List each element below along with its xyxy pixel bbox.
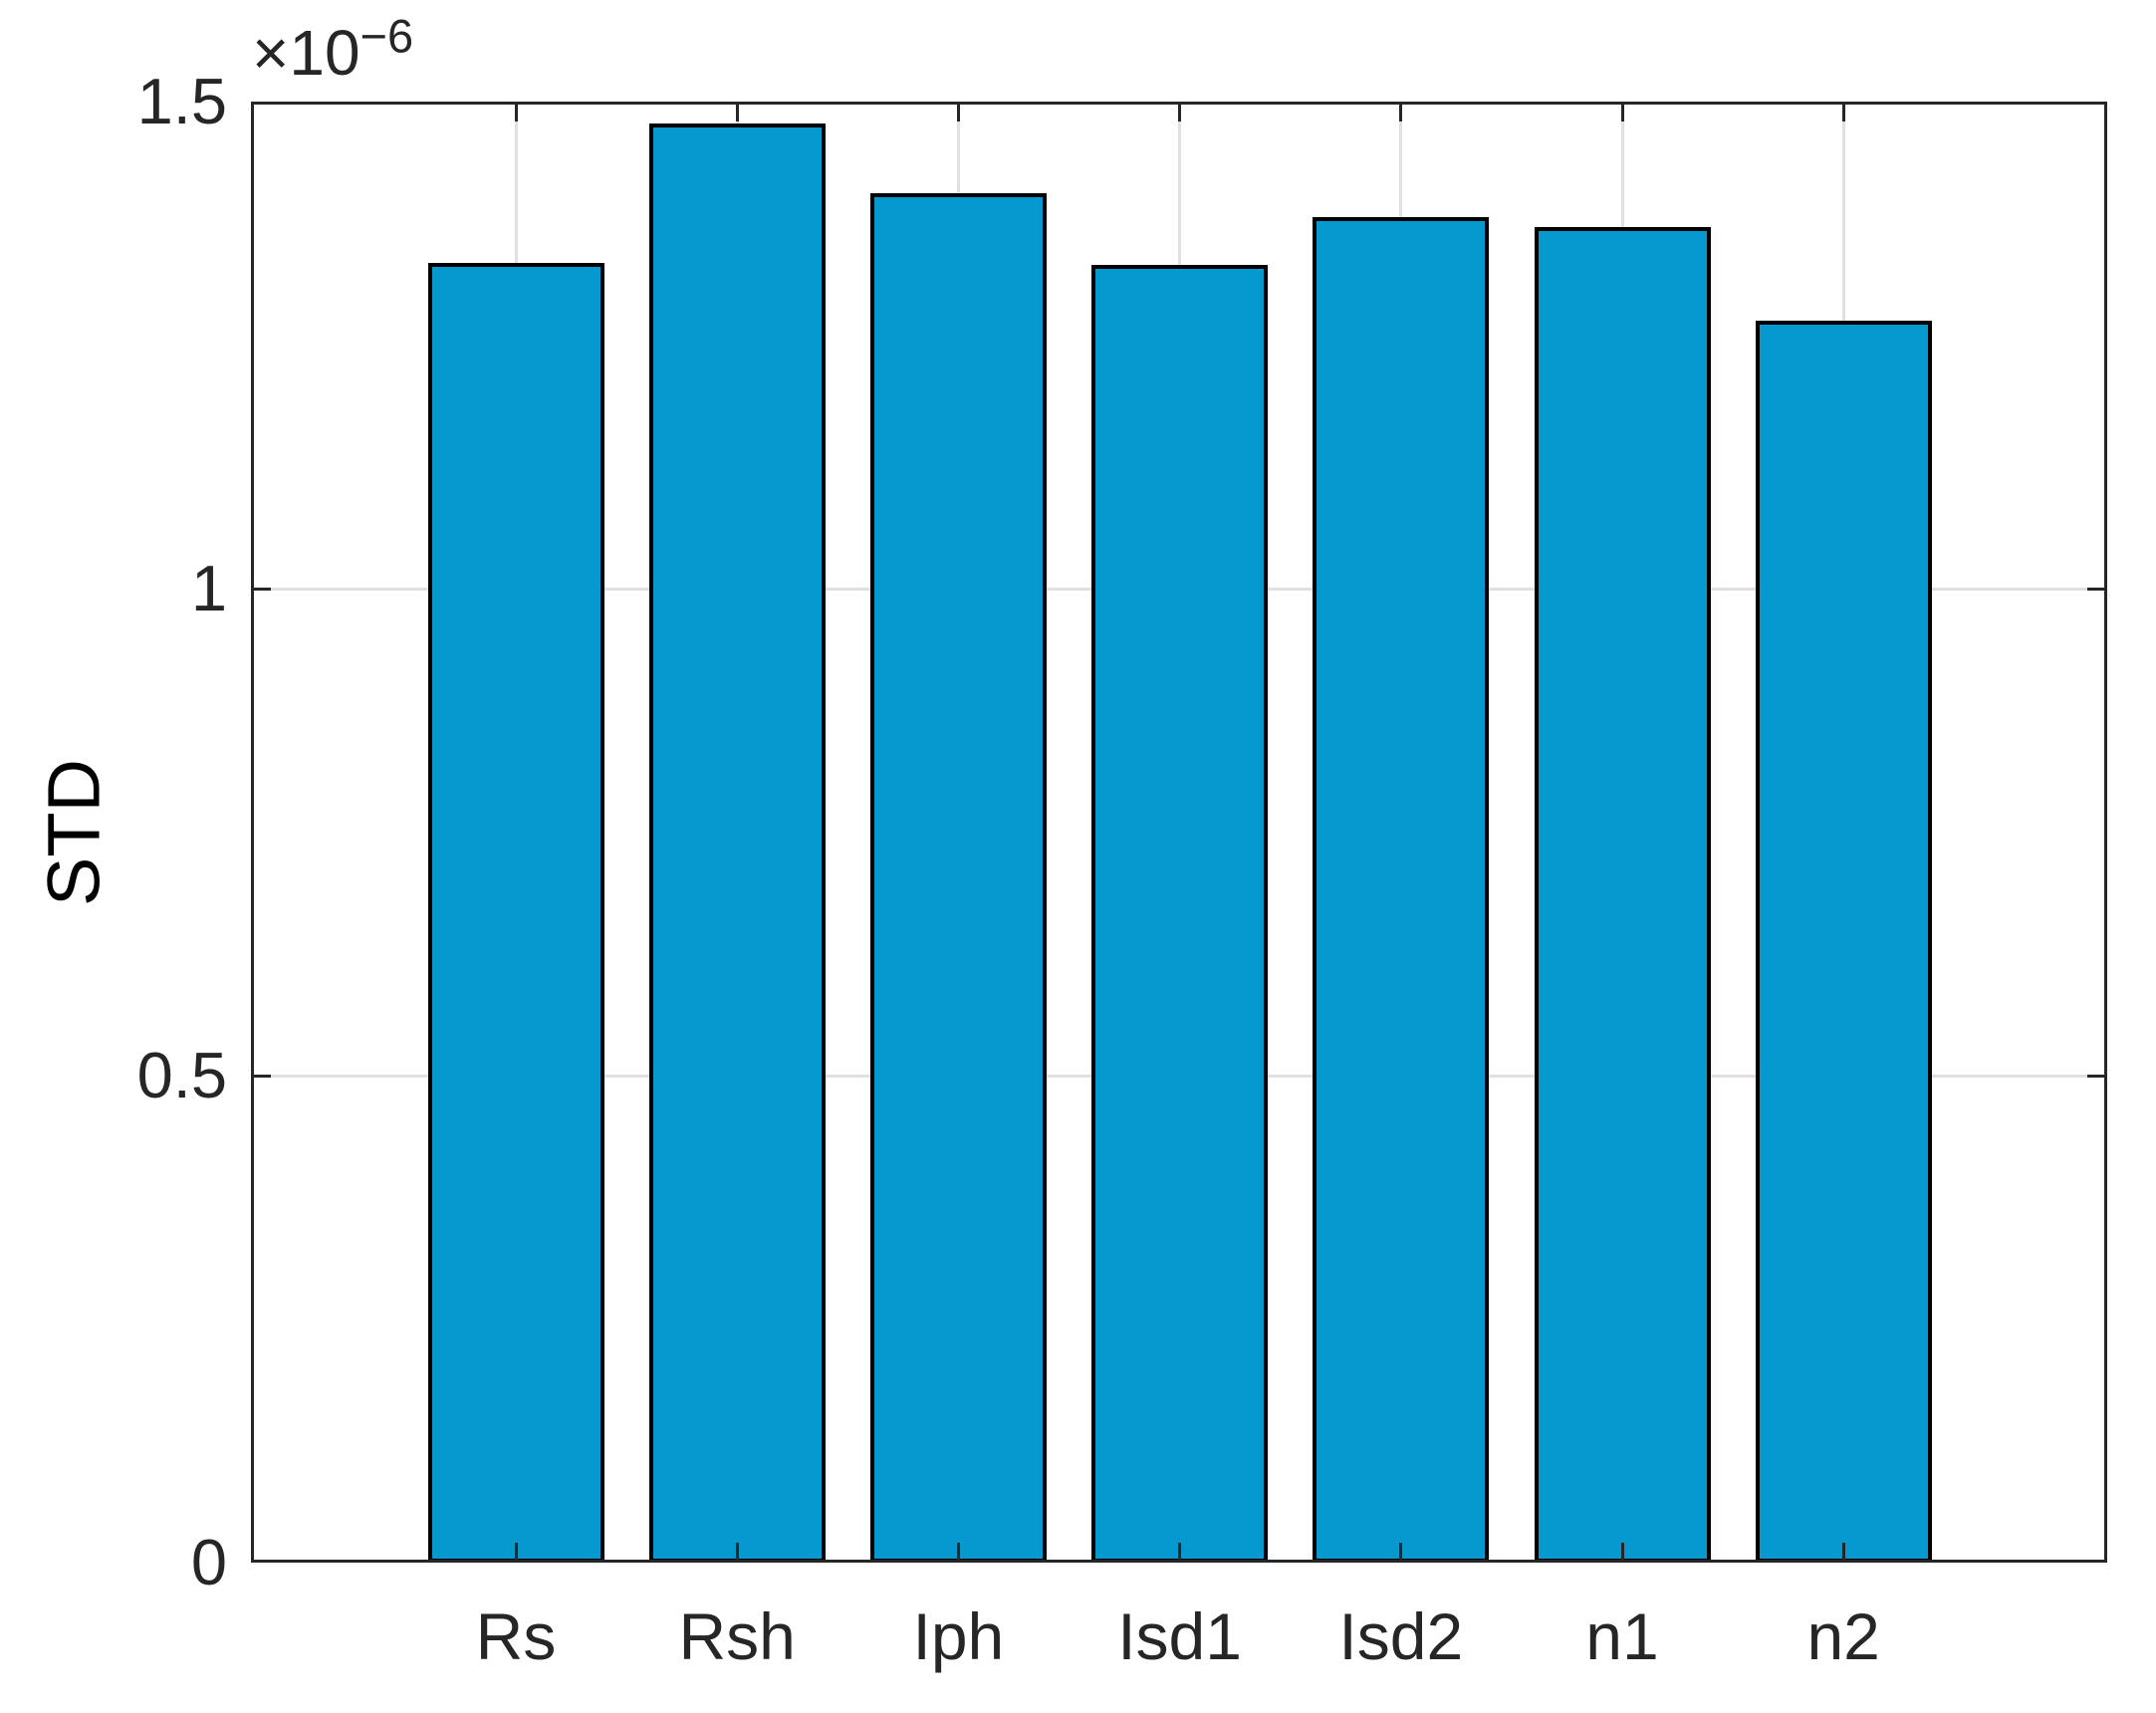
y-tick-label: 1.5 <box>136 65 227 137</box>
bar-n1 <box>1534 227 1711 1563</box>
exponent-base: ×10 <box>252 17 360 89</box>
x-tick-mark-bottom <box>1841 1543 1845 1563</box>
x-tick-mark-bottom <box>1178 1543 1182 1563</box>
y-tick-mark-right <box>2087 1074 2107 1078</box>
x-tick-mark-top <box>1399 102 1403 122</box>
x-tick-label-Isd2: Isd2 <box>1338 1599 1464 1673</box>
x-tick-label-n2: n2 <box>1806 1599 1880 1673</box>
x-tick-mark-top <box>514 102 518 122</box>
axis-exponent-label: ×10−6 <box>252 13 413 90</box>
x-tick-label-Isd1: Isd1 <box>1117 1599 1242 1673</box>
x-tick-label-Iph: Iph <box>912 1599 1005 1673</box>
x-tick-mark-top <box>1178 102 1182 122</box>
x-tick-mark-bottom <box>735 1543 739 1563</box>
bar-Iph <box>869 192 1047 1563</box>
y-tick-label: 0.5 <box>136 1039 227 1111</box>
x-tick-mark-top <box>956 102 960 122</box>
x-tick-label-Rsh: Rsh <box>678 1599 796 1673</box>
x-tick-mark-bottom <box>1620 1543 1624 1563</box>
x-tick-mark-bottom <box>1399 1543 1403 1563</box>
x-tick-label-n1: n1 <box>1585 1599 1659 1673</box>
bar-Rsh <box>648 122 826 1563</box>
bar-Rs <box>427 263 604 1563</box>
exponent-power: −6 <box>359 9 414 63</box>
bar-Isd2 <box>1313 217 1490 1563</box>
x-tick-mark-top <box>1620 102 1624 122</box>
y-tick-mark-left <box>251 587 271 591</box>
x-tick-mark-bottom <box>514 1543 518 1563</box>
y-tick-mark-right <box>2087 587 2107 591</box>
x-tick-mark-bottom <box>956 1543 960 1563</box>
bar-Isd1 <box>1091 265 1269 1563</box>
y-tick-mark-left <box>251 1074 271 1078</box>
y-tick-label: 0 <box>190 1526 227 1598</box>
bar-n2 <box>1755 321 1932 1563</box>
x-tick-label-Rs: Rs <box>475 1599 557 1673</box>
x-tick-mark-top <box>1841 102 1845 122</box>
x-tick-mark-top <box>735 102 739 122</box>
y-tick-label: 1 <box>190 552 227 624</box>
y-axis-label: STD <box>32 759 116 906</box>
